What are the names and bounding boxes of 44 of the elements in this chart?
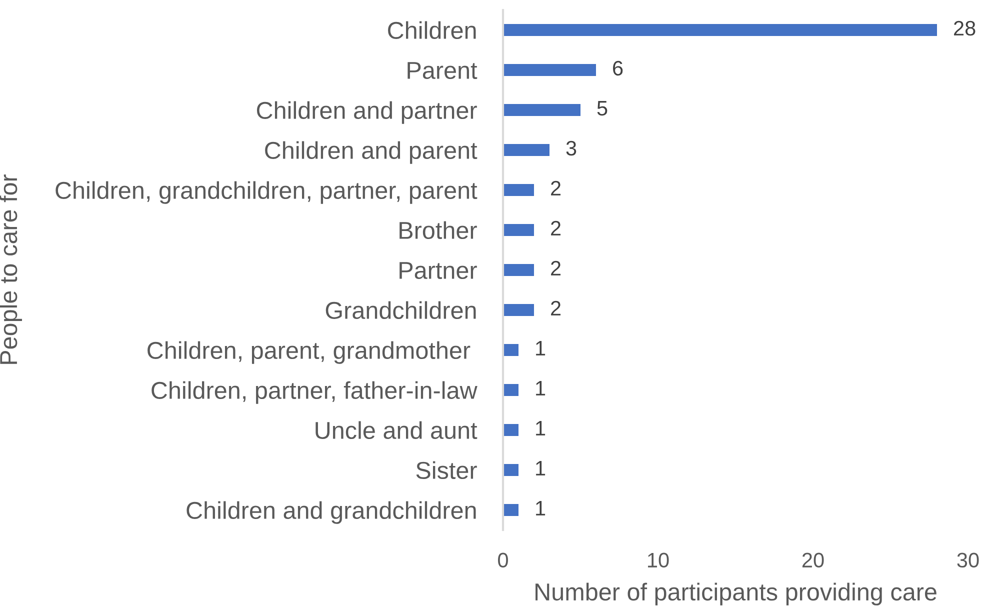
x-tick-label: 10	[648, 552, 669, 568]
data-label: 1	[536, 461, 546, 476]
y-tick-label: Sister	[416, 461, 477, 480]
bar	[503, 64, 596, 76]
x-tick-label: 20	[802, 552, 824, 568]
y-tick-label: Children, partner, father-in-law	[152, 381, 478, 404]
y-tick-label: Children	[388, 21, 476, 40]
data-label: 3	[566, 140, 576, 156]
y-tick-label: Parent	[408, 62, 478, 80]
data-label: 2	[551, 260, 561, 276]
data-label: 1	[536, 501, 546, 516]
y-tick-label: Children and parent	[265, 141, 478, 164]
x-axis-title: Number of participants providing care	[536, 582, 936, 606]
bar	[503, 464, 518, 476]
data-label: 2	[551, 300, 561, 316]
bar	[503, 304, 534, 316]
bar	[503, 424, 518, 436]
data-label: 5	[597, 101, 608, 116]
y-tick-label: Brother	[400, 221, 477, 240]
bar	[503, 264, 534, 276]
y-tick-label: Children and partner	[256, 101, 477, 124]
bar	[503, 224, 534, 236]
bar	[503, 104, 580, 116]
bar	[503, 384, 518, 396]
data-label: 2	[551, 180, 561, 196]
y-tick-label: Partner	[400, 262, 477, 280]
bar	[503, 504, 518, 516]
x-tick-label: 0	[498, 552, 508, 568]
bar	[503, 344, 518, 356]
data-label: 2	[551, 220, 561, 236]
bar	[503, 24, 937, 36]
data-label: 1	[536, 381, 546, 396]
y-tick-label: Grandchildren	[326, 301, 476, 320]
bar	[503, 184, 534, 196]
bar	[503, 144, 550, 156]
y-tick-label: Children and grandchildren	[186, 501, 476, 524]
data-label: 1	[536, 341, 546, 356]
x-tick-label: 30	[957, 552, 979, 568]
data-label: 6	[613, 60, 623, 76]
y-tick-label: Children, grandchildren, partner, parent	[56, 181, 478, 204]
y-tick-label: Children, parent, grandmother	[148, 341, 470, 364]
data-label: 28	[954, 20, 976, 36]
data-label: 1	[536, 421, 546, 436]
y-tick-label: Uncle and aunt	[316, 421, 478, 440]
